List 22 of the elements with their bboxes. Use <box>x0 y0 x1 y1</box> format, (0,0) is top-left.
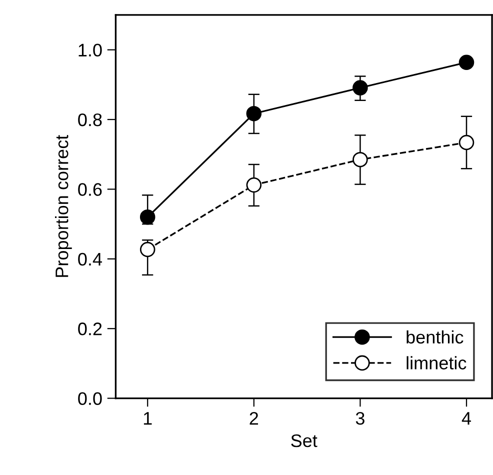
legend-label: limnetic <box>406 356 466 370</box>
y-tick-label: 0.0 <box>78 392 102 406</box>
point <box>140 242 156 258</box>
x-tick-label: 3 <box>356 412 364 425</box>
y-tick-label: 0.6 <box>78 183 102 196</box>
legend-label: benthic <box>406 330 464 344</box>
point <box>246 106 262 122</box>
x-tick-label: 4 <box>462 412 471 425</box>
point <box>352 152 368 168</box>
y-tick-label: 0.4 <box>78 252 102 266</box>
point <box>458 134 474 150</box>
y-tick-label: 0.8 <box>78 113 102 126</box>
x-axis-title: Set <box>291 434 318 448</box>
point <box>458 54 474 70</box>
point <box>140 209 156 225</box>
y-tick-label: 1.0 <box>78 44 102 57</box>
y-tick-label: 0.2 <box>78 322 102 336</box>
point <box>246 177 262 193</box>
x-tick-label: 1 <box>144 412 152 425</box>
x-tick-label: 2 <box>250 412 258 425</box>
y-axis-title: Proportion correct <box>55 135 72 277</box>
point <box>352 80 368 96</box>
